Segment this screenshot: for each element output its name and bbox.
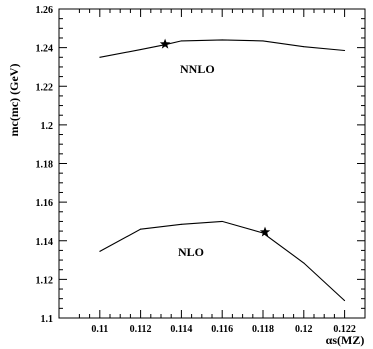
- y-tick-label: 1.26: [36, 5, 54, 16]
- x-tick-label: 0.112: [130, 324, 152, 335]
- series-lines: [99, 38, 346, 302]
- data-point-nlo: [221, 220, 223, 222]
- y-axis-label: mc(mc) (GeV): [7, 64, 21, 137]
- y-tick-label: 1.2: [41, 121, 54, 132]
- ticks: 0.11 0.112 0.114 0.116 0.118 0.12 0.122 1.1 1.12…: [36, 5, 365, 335]
- data-point-nlo: [344, 300, 346, 302]
- y-tick-label: 1.22: [36, 82, 54, 93]
- series-line-nlo: [99, 220, 345, 302]
- y-tick-label: 1.14: [36, 237, 54, 248]
- star-marker-nlo: [259, 226, 271, 237]
- data-point-nlo: [140, 228, 142, 230]
- y-tick-label: 1.16: [36, 198, 54, 209]
- data-point-nlo: [180, 223, 182, 225]
- x-tick-label: 0.11: [91, 324, 108, 335]
- x-axis-label: αs(MZ): [326, 333, 365, 347]
- x-tick-label: 0.116: [211, 324, 233, 335]
- series-label-nlo: NLO: [178, 245, 204, 259]
- x-tick-label: 0.114: [170, 324, 192, 335]
- data-point-nnlo: [262, 40, 264, 42]
- x-tick-label: 0.118: [252, 324, 274, 335]
- series-label-nnlo: NNLO: [180, 62, 215, 76]
- y-tick-label: 1.1: [41, 314, 54, 325]
- data-point-nlo: [303, 262, 305, 264]
- star-marker-nnlo: [159, 38, 171, 49]
- data-point-nnlo: [221, 39, 223, 41]
- x-tick-label: 0.12: [295, 324, 313, 335]
- data-point-nnlo: [344, 50, 346, 52]
- y-tick-label: 1.12: [36, 275, 54, 286]
- plot-frame: [58, 8, 366, 319]
- x-tick-label: 0.122: [333, 324, 356, 335]
- data-point-nnlo: [140, 49, 142, 51]
- y-tick-label: 1.18: [36, 160, 54, 171]
- data-point-nnlo: [99, 56, 101, 58]
- data-point-nnlo: [180, 40, 182, 42]
- series-line-nnlo: [99, 39, 345, 58]
- y-tick-label: 1.24: [36, 44, 54, 55]
- data-point-nlo: [99, 250, 101, 252]
- data-point-nnlo: [303, 46, 305, 48]
